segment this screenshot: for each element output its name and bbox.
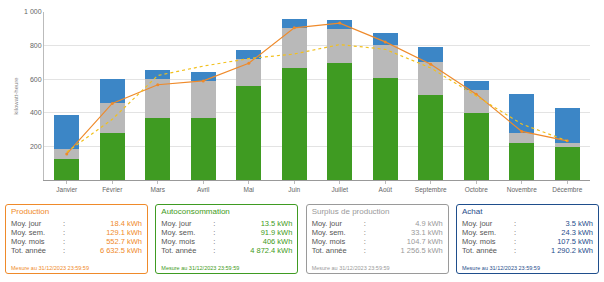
html-text:Mesure au 31/12/2023 23:59:59: Mesure au 31/12/2023 23:59:59 <box>161 265 240 271</box>
html-text:Achat: Achat <box>462 207 483 216</box>
html-text:3.5 kWh: 3.5 kWh <box>565 219 593 228</box>
html-text:Moy. mois: Moy. mois <box>11 237 45 246</box>
svg-text:Mars: Mars <box>151 186 166 193</box>
html-text:4 872.4 kWh: 4 872.4 kWh <box>250 246 293 255</box>
svg-text:Décembre: Décembre <box>552 186 582 193</box>
html-text:Autoconsommation: Autoconsommation <box>161 207 230 216</box>
html-text:Moy. mois: Moy. mois <box>161 237 195 246</box>
svg-text:Octobre: Octobre <box>465 186 489 193</box>
svg-text:1 000: 1 000 <box>24 8 42 15</box>
html-text:Moy. sem.: Moy. sem. <box>11 228 45 237</box>
html-text:Moy. sem.: Moy. sem. <box>161 228 196 237</box>
svg-text:Juin: Juin <box>288 186 300 193</box>
svg-text:Septembre: Septembre <box>415 186 447 194</box>
html-text:1 256.5 kWh: 1 256.5 kWh <box>400 246 443 255</box>
html-text:Surplus de production: Surplus de production <box>311 207 390 216</box>
svg-text:Juillet: Juillet <box>331 186 348 193</box>
html-text:406 kWh: 406 kWh <box>262 237 293 246</box>
svg-text:200: 200 <box>30 143 42 150</box>
html-text:Tot. année: Tot. année <box>462 246 497 255</box>
html-text:Moy. sem.: Moy. sem. <box>462 228 496 237</box>
svg-text:400: 400 <box>30 109 42 116</box>
html-text:Mesure au 31/12/2023 23:59:59: Mesure au 31/12/2023 23:59:59 <box>11 265 89 271</box>
svg-text:Août: Août <box>379 186 393 193</box>
html-text:Moy. jour: Moy. jour <box>11 219 42 228</box>
html-text:552.7 kWh: 552.7 kWh <box>106 237 142 246</box>
html-text:6 632.5 kWh: 6 632.5 kWh <box>99 246 142 255</box>
svg-text:600: 600 <box>30 76 42 83</box>
svg-text:Novembre: Novembre <box>507 186 537 193</box>
html-text:Tot. année: Tot. année <box>161 246 197 255</box>
svg-text:Février: Février <box>102 186 123 193</box>
svg-text:Janvier: Janvier <box>56 186 78 193</box>
html-text:Moy. jour: Moy. jour <box>161 219 192 228</box>
html-text:Moy. mois: Moy. mois <box>311 237 346 246</box>
html-text:129.1 kWh: 129.1 kWh <box>106 228 142 237</box>
svg-text:Avril: Avril <box>197 186 210 193</box>
html-text:Moy. sem.: Moy. sem. <box>311 228 346 237</box>
html-text:Tot. année: Tot. année <box>311 246 347 255</box>
html-text:Mesure au 31/12/2023 23:59:59: Mesure au 31/12/2023 23:59:59 <box>462 265 540 271</box>
html-text:24.3 kWh: 24.3 kWh <box>561 228 593 237</box>
html-text:Moy. jour: Moy. jour <box>311 219 342 228</box>
svg-text:Mai: Mai <box>244 186 254 193</box>
html-text:Mesure au 31/12/2023 23:59:59: Mesure au 31/12/2023 23:59:59 <box>311 265 390 271</box>
html-text:13.5 kWh: 13.5 kWh <box>260 219 293 228</box>
svg-text:kilowatt-heure: kilowatt-heure <box>13 77 19 115</box>
html-text:33.1 kWh: 33.1 kWh <box>411 228 443 237</box>
html-text:Production: Production <box>11 207 50 216</box>
html-text:4.9 kWh: 4.9 kWh <box>415 219 443 228</box>
html-text:18.4 kWh: 18.4 kWh <box>110 219 142 228</box>
html-text:Tot. année: Tot. année <box>11 246 46 255</box>
html-text:107.5 kWh: 107.5 kWh <box>557 237 593 246</box>
html-text:91.9 kWh: 91.9 kWh <box>260 228 293 237</box>
html-text:Moy. mois: Moy. mois <box>462 237 496 246</box>
svg-text:800: 800 <box>30 42 42 49</box>
html-text:104.7 kWh: 104.7 kWh <box>406 237 443 246</box>
html-text:1 290.2 kWh: 1 290.2 kWh <box>550 246 593 255</box>
html-text:Moy. jour: Moy. jour <box>462 219 493 228</box>
